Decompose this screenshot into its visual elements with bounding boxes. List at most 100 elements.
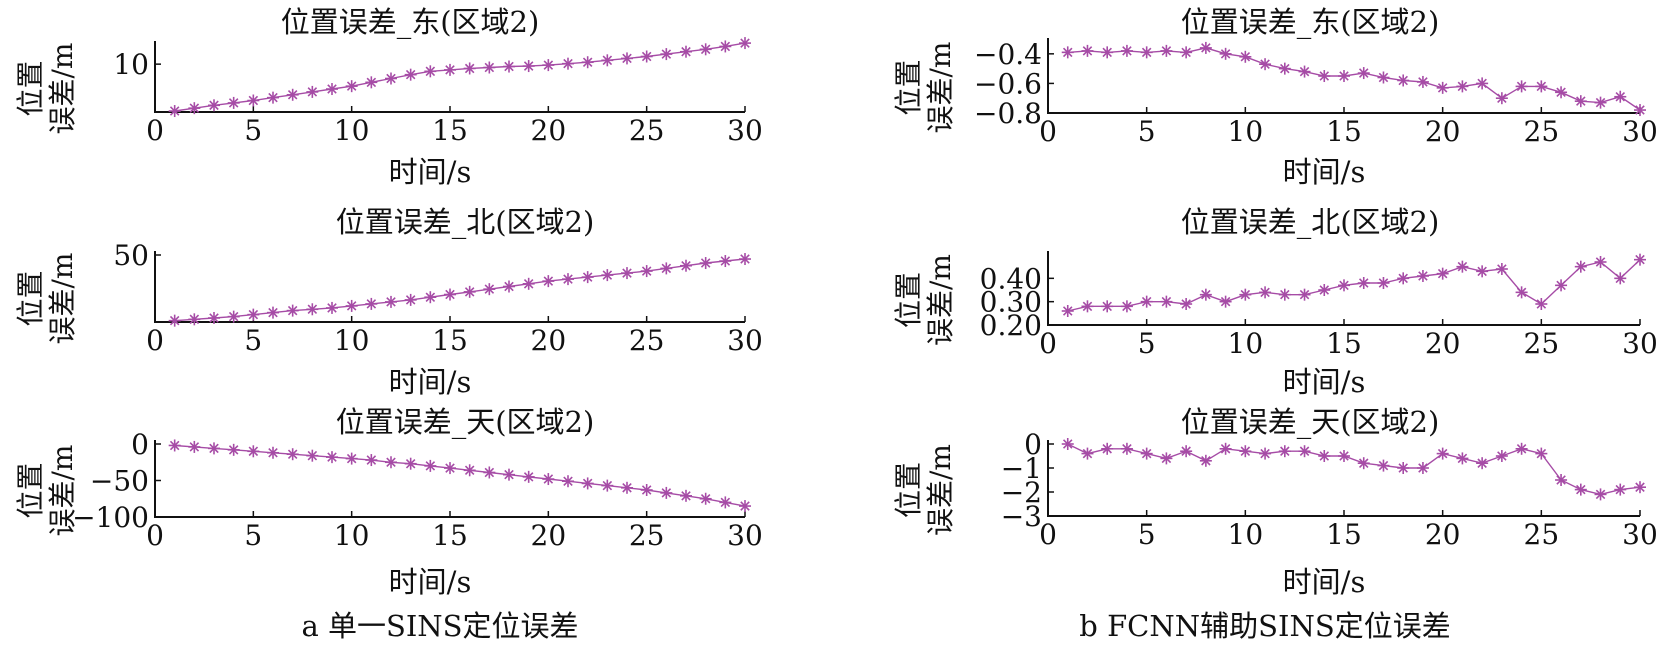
data-point-marker	[444, 63, 456, 76]
data-point-marker	[424, 65, 437, 78]
x-tick-label: 10	[1228, 115, 1264, 148]
x-tick-label: 15	[1326, 518, 1362, 551]
data-point-marker	[1416, 462, 1429, 474]
y-tick-label: 0.30	[980, 286, 1042, 319]
data-point-marker	[286, 304, 299, 317]
data-point-marker	[562, 475, 574, 488]
data-point-marker	[1495, 92, 1508, 105]
y-tick-label: 50	[113, 239, 149, 272]
x-tick-label: 10	[1228, 518, 1264, 551]
series-line	[174, 258, 746, 322]
data-point-marker	[168, 105, 181, 118]
data-point-marker	[739, 253, 751, 266]
data-point-marker	[188, 440, 201, 453]
data-point-marker	[1061, 46, 1074, 59]
series-line	[174, 444, 746, 507]
axes-frame	[154, 440, 745, 518]
x-tick-label: 25	[629, 519, 665, 552]
data-point-marker	[680, 45, 692, 58]
data-point-marker	[1219, 295, 1232, 308]
data-point-marker	[483, 466, 496, 479]
y-tick-label: −0.6	[974, 67, 1042, 100]
data-point-marker	[1555, 279, 1568, 292]
data-point-marker	[1634, 253, 1646, 266]
x-tick-label: 25	[1524, 518, 1560, 551]
data-point-marker	[719, 496, 732, 509]
data-point-marker	[581, 56, 594, 69]
data-point-marker	[542, 275, 555, 288]
data-point-marker	[483, 61, 496, 74]
data-point-marker	[286, 448, 299, 461]
data-point-marker	[424, 459, 437, 472]
data-point-marker	[1634, 481, 1646, 494]
data-point-marker	[719, 255, 732, 268]
data-point-marker	[1456, 260, 1469, 273]
series-line	[1067, 259, 1641, 312]
axes-frame	[154, 251, 745, 323]
data-point-marker	[1259, 286, 1272, 299]
subplot-a-up: 位置误差_天(区域2) 0 5 10 15 20 25 30 0 −50−100 时间/s 位置 误差/…	[14, 405, 763, 599]
y-axis-label: 位置	[892, 462, 925, 518]
x-tick-label: 30	[727, 114, 763, 147]
data-point-marker	[1416, 75, 1429, 88]
data-point-marker	[699, 492, 712, 505]
data-point-marker	[1259, 447, 1272, 460]
data-point-marker	[1634, 104, 1646, 117]
x-tick-label: 0	[1039, 518, 1057, 551]
caption-left: a 单一SINS定位误差	[301, 609, 578, 643]
series-line	[1067, 47, 1641, 111]
x-axis-label: 时间/s	[1283, 565, 1366, 599]
data-point-marker	[1278, 288, 1291, 301]
data-point-marker	[1515, 286, 1528, 299]
y-tick-label: −100	[72, 501, 149, 534]
x-tick-label: 30	[727, 324, 763, 357]
data-point-marker	[463, 464, 476, 477]
data-point-marker	[581, 477, 594, 490]
data-point-marker	[208, 311, 220, 324]
y-axis-label: 误差/m	[46, 43, 79, 135]
data-point-marker	[1515, 442, 1528, 455]
x-tick-label: 20	[531, 519, 567, 552]
x-tick-label: 25	[629, 324, 665, 357]
data-point-marker	[345, 452, 358, 465]
x-tick-label: 10	[334, 114, 370, 147]
data-point-marker	[306, 449, 319, 462]
x-axis-label: 时间/s	[389, 365, 472, 399]
data-point-marker	[365, 297, 378, 310]
x-axis-label: 时间/s	[389, 565, 472, 599]
data-point-marker	[680, 259, 692, 272]
data-point-marker	[1259, 58, 1272, 71]
data-point-marker	[1397, 272, 1410, 285]
data-point-marker	[227, 310, 240, 323]
x-tick-label: 0	[146, 114, 164, 147]
data-point-marker	[699, 43, 712, 56]
data-point-marker	[1416, 270, 1429, 282]
subplot-a-north: 位置误差_北(区域2) 0 5 10 15 20 25 30 50 时间/s 位置 误差/m	[14, 205, 763, 399]
data-point-marker	[1101, 46, 1114, 59]
data-point-marker	[1614, 272, 1627, 285]
data-point-marker	[463, 62, 476, 75]
data-point-marker	[444, 288, 456, 301]
subplot-b-up: 位置误差_天(区域2)0 5 10 15 20 25 300−1−2−3时间/s位置 误差/m	[892, 405, 1658, 599]
x-tick-label: 0	[1039, 327, 1057, 360]
data-point-marker	[1239, 50, 1252, 63]
data-point-marker	[660, 48, 673, 61]
data-point-marker	[1160, 44, 1173, 57]
chart-title: 位置误差_天(区域2)	[336, 405, 595, 440]
series-line	[174, 42, 746, 112]
data-point-marker	[1101, 442, 1114, 455]
x-tick-label: 30	[1622, 518, 1658, 551]
x-tick-label: 30	[727, 519, 763, 552]
data-point-marker	[188, 102, 201, 115]
y-tick-label: 10	[113, 48, 149, 81]
data-point-marker	[1495, 450, 1508, 462]
data-point-marker	[1278, 445, 1291, 458]
data-point-marker	[1495, 263, 1508, 275]
data-point-marker	[424, 291, 437, 304]
data-point-marker	[286, 88, 299, 101]
data-point-marker	[1180, 46, 1193, 59]
data-point-marker	[1476, 265, 1489, 278]
y-tick-label: −1	[1001, 452, 1042, 485]
data-point-marker	[1436, 267, 1449, 280]
